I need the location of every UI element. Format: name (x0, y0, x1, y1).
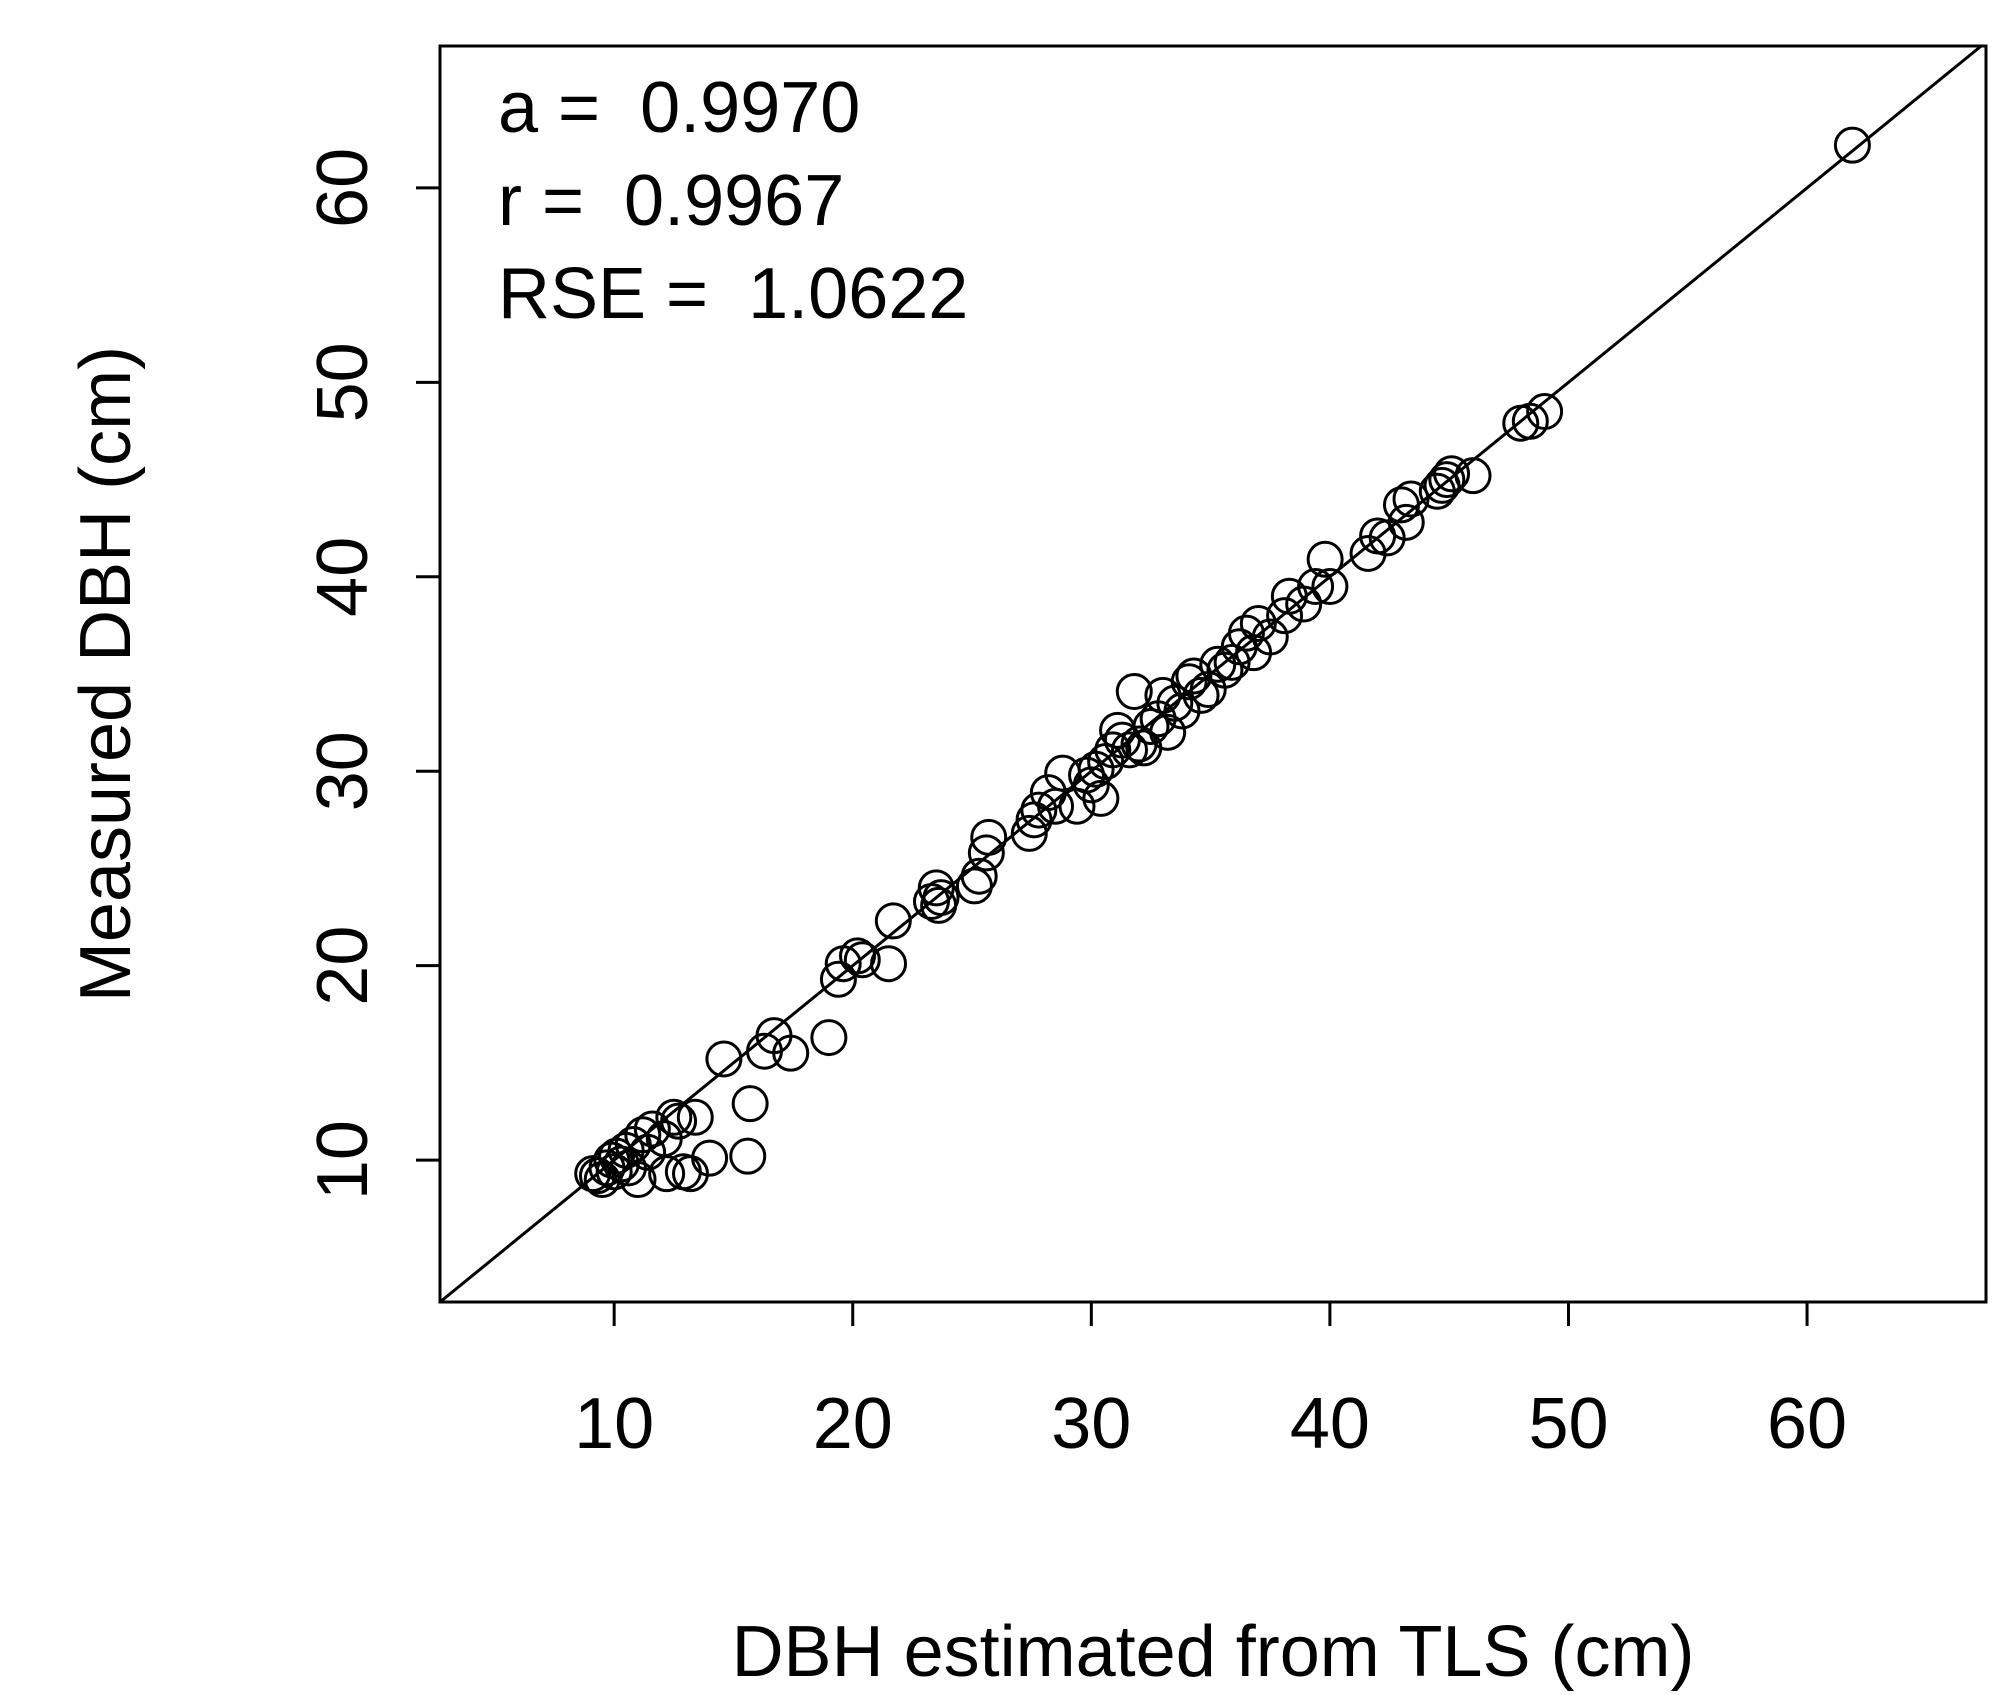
y-tick-label: 40 (303, 537, 383, 617)
data-point (1227, 614, 1265, 652)
data-point (1175, 657, 1213, 695)
data-point (970, 818, 1008, 856)
y-tick-label: 50 (303, 342, 383, 422)
data-point (810, 1019, 848, 1057)
y-axis-title: Measured DBH (cm) (66, 346, 146, 1002)
data-point (1239, 604, 1277, 642)
x-tick-label: 30 (1051, 1384, 1131, 1464)
data-point (660, 1102, 698, 1140)
y-tick-label: 60 (303, 148, 383, 228)
data-point (676, 1098, 714, 1136)
data-points (574, 126, 1871, 1199)
data-point (655, 1098, 693, 1136)
y-tick-label: 20 (303, 926, 383, 1006)
data-point (1149, 713, 1187, 751)
data-point (1182, 676, 1220, 714)
data-point (1251, 618, 1289, 656)
data-point (1833, 126, 1871, 164)
data-point (1454, 457, 1492, 495)
data-point (772, 1034, 810, 1072)
stat-slope: a = 0.9970 (498, 68, 860, 148)
data-point (624, 1116, 662, 1154)
data-point (967, 834, 1005, 872)
stat-rse: RSE = 1.0622 (498, 254, 968, 334)
y-tick-label: 10 (303, 1120, 383, 1200)
x-tick-label: 60 (1767, 1384, 1847, 1464)
data-point (1266, 597, 1304, 635)
data-point (1392, 480, 1430, 518)
data-point (595, 1153, 633, 1191)
x-tick-label: 50 (1528, 1384, 1608, 1464)
stat-correlation: r = 0.9967 (498, 161, 844, 241)
data-point (1433, 455, 1471, 493)
x-tick-label: 40 (1290, 1384, 1370, 1464)
data-point (731, 1085, 769, 1123)
data-point (960, 857, 998, 895)
data-point (1115, 672, 1153, 710)
data-point (1094, 731, 1132, 769)
data-point (1297, 568, 1335, 606)
data-point (729, 1137, 767, 1175)
data-point (633, 1110, 671, 1148)
data-point (819, 960, 857, 998)
y-tick-label: 30 (303, 731, 383, 811)
data-point (1156, 684, 1194, 722)
data-point (874, 902, 912, 940)
y-axis: 10 20 30 40 50 60 (303, 148, 442, 1200)
data-point (691, 1139, 729, 1177)
x-tick-label: 20 (813, 1384, 893, 1464)
x-axis: 10 20 30 40 50 60 (574, 1300, 1847, 1464)
x-axis-title: DBH estimated from TLS (cm) (732, 1612, 1695, 1692)
data-point (870, 945, 908, 983)
x-tick-label: 10 (574, 1384, 654, 1464)
data-point (648, 1155, 686, 1193)
data-point (1170, 663, 1208, 701)
data-point (705, 1040, 743, 1078)
data-point (1020, 791, 1058, 829)
data-point (1382, 486, 1420, 524)
data-point (1110, 731, 1148, 769)
data-point (1082, 779, 1120, 817)
data-point (843, 941, 881, 979)
data-point (1526, 393, 1564, 431)
data-point (1428, 461, 1466, 499)
data-point (922, 879, 960, 917)
data-point (1306, 540, 1344, 578)
data-point (1311, 568, 1349, 606)
data-point (619, 1161, 657, 1199)
data-point (1387, 503, 1425, 541)
